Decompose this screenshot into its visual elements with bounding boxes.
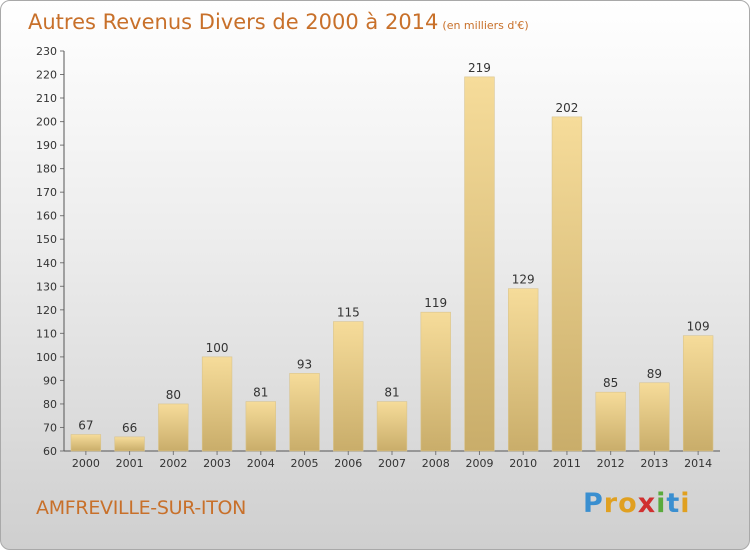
bar (420, 311, 451, 452)
bar-value-label: 129 (512, 273, 535, 287)
y-tick-label: 100 (36, 351, 57, 364)
y-tick-label: 220 (36, 69, 57, 82)
x-tick-label: 2005 (291, 457, 319, 470)
y-tick-label: 190 (36, 139, 57, 152)
bar (508, 288, 539, 452)
y-tick-label: 180 (36, 163, 57, 176)
y-tick-label: 150 (36, 233, 57, 246)
x-tick-label: 2004 (247, 457, 275, 470)
bar-value-label: 115 (337, 306, 360, 320)
bar-value-label: 100 (206, 341, 229, 355)
bar (595, 391, 626, 452)
proxiti-logo: Proxiti (583, 488, 691, 519)
bar-value-label: 67 (78, 419, 93, 433)
x-tick-label: 2001 (116, 457, 144, 470)
bar (464, 76, 495, 452)
bar-value-label: 119 (424, 296, 447, 310)
y-tick-label: 120 (36, 304, 57, 317)
place-name: AMFREVILLE-SUR-ITON (36, 497, 247, 519)
logo-letter: i (680, 488, 691, 519)
x-tick-label: 2003 (203, 457, 231, 470)
bar (376, 401, 408, 452)
chart-unit: (en milliers d'€) (442, 19, 529, 32)
bar-value-label: 202 (555, 101, 578, 115)
bar-value-label: 93 (297, 357, 312, 371)
x-tick-label: 2008 (422, 457, 450, 470)
y-tick-label: 60 (43, 445, 57, 458)
logo-letter: r (603, 488, 619, 519)
x-tick-label: 2012 (597, 457, 625, 470)
x-tick-label: 2007 (378, 457, 406, 470)
x-tick-label: 2011 (553, 457, 581, 470)
y-tick-label: 230 (36, 45, 57, 58)
chart-title: Autres Revenus Divers de 2000 à 2014 (en … (28, 10, 529, 34)
x-tick-label: 2014 (684, 457, 712, 470)
bar-value-label: 219 (468, 61, 491, 75)
x-tick-label: 2009 (465, 457, 493, 470)
y-tick-label: 140 (36, 257, 57, 270)
y-tick-label: 130 (36, 280, 57, 293)
bar (201, 356, 233, 452)
bar-value-label: 66 (122, 421, 137, 435)
bar (333, 321, 364, 452)
bar-value-label: 109 (687, 320, 710, 334)
x-tick-label: 2000 (72, 457, 100, 470)
bar (114, 436, 145, 452)
bar-value-label: 81 (253, 386, 268, 400)
y-tick-label: 110 (36, 327, 57, 340)
x-tick-label: 2002 (159, 457, 187, 470)
bar-value-label: 85 (603, 376, 618, 390)
bar (682, 335, 714, 452)
x-tick-label: 2013 (640, 457, 668, 470)
y-tick-label: 200 (36, 116, 57, 129)
y-tick-label: 160 (36, 210, 57, 223)
bar (158, 403, 189, 452)
logo-letter: P (583, 488, 604, 519)
logo-letter: x (637, 488, 657, 519)
y-tick-label: 80 (43, 398, 57, 411)
bar-value-label: 81 (384, 386, 399, 400)
bar-value-label: 80 (166, 388, 181, 402)
bar (70, 434, 102, 452)
y-tick-label: 210 (36, 92, 57, 105)
x-tick-label: 2006 (334, 457, 362, 470)
logo-letter: o (618, 488, 638, 519)
bar (289, 373, 320, 452)
bar-value-label: 89 (647, 367, 662, 381)
bar (551, 116, 583, 452)
y-tick-label: 90 (43, 374, 57, 387)
x-tick-label: 2010 (509, 457, 537, 470)
logo-letter: t (666, 488, 681, 519)
bar (639, 382, 670, 452)
y-tick-label: 70 (43, 421, 57, 434)
y-tick-label: 170 (36, 186, 57, 199)
logo-letter: i (656, 488, 667, 519)
chart-title-text: Autres Revenus Divers de 2000 à 2014 (28, 10, 439, 34)
bar (245, 401, 276, 452)
